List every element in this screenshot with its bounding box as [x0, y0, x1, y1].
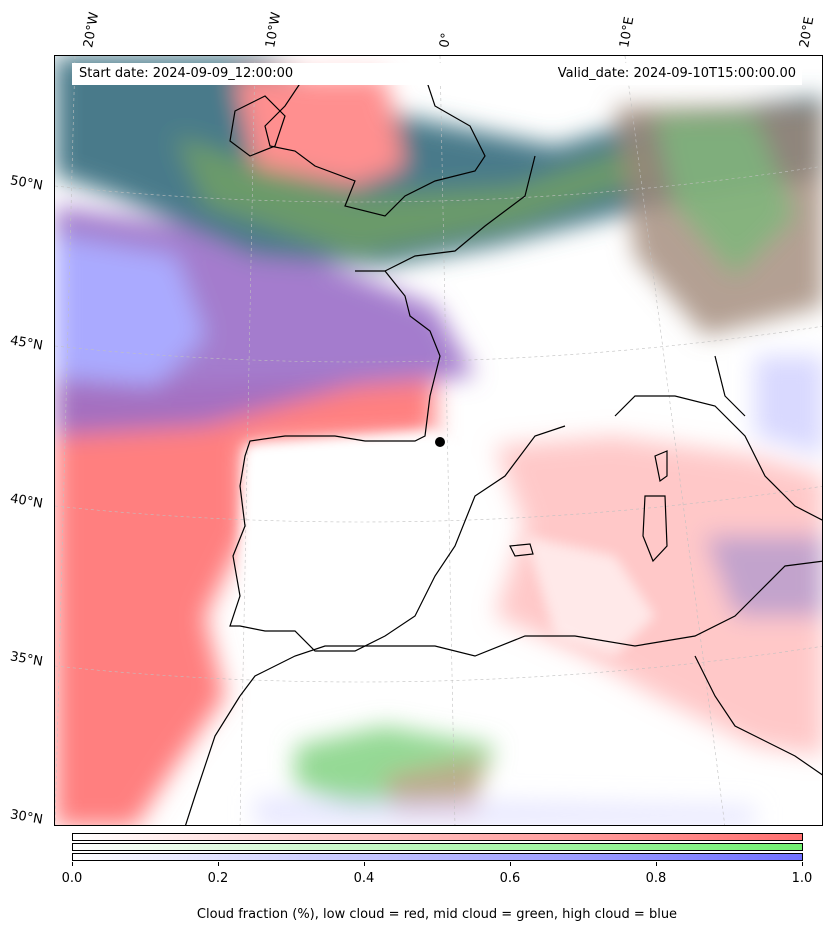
valid-date-text: Valid_date: 2024-09-10T15:00:00.00	[557, 66, 796, 81]
colorbar-high-cloud	[72, 853, 803, 861]
coastlines	[185, 75, 822, 825]
lon-label-0: 0°	[437, 31, 455, 49]
cbar-tickmark	[802, 862, 803, 866]
graticule	[55, 56, 822, 825]
lat-label-30n: 30°N	[8, 807, 44, 828]
date-banner: Start date: 2024-09-09_12:00:00 Valid_da…	[72, 63, 802, 85]
lat-label-35n: 35°N	[8, 649, 44, 670]
lon-label-10e: 10°E	[617, 15, 638, 49]
cbar-tickmark	[72, 862, 73, 866]
lat-label-45n: 45°N	[8, 333, 44, 354]
cbar-tick-label: 0.0	[61, 871, 83, 886]
cbar-tickmark	[364, 862, 365, 866]
cbar-tick-label: 0.2	[207, 871, 229, 886]
cbar-tick-label: 1.0	[791, 871, 813, 886]
lat-label-40n: 40°N	[8, 491, 44, 512]
colorbar-mid-cloud	[72, 843, 803, 851]
cbar-tickmark	[218, 862, 219, 866]
lon-label-20w: 20°W	[81, 11, 103, 50]
cbar-tickmark	[656, 862, 657, 866]
colorbar-low-cloud	[72, 833, 803, 841]
cbar-tickmark	[510, 862, 511, 866]
lat-label-50n: 50°N	[8, 173, 44, 194]
lon-label-20e: 20°E	[797, 15, 818, 49]
cloud-layer	[55, 56, 822, 825]
lon-label-10w: 10°W	[263, 11, 285, 50]
cbar-tick-label: 0.6	[499, 871, 521, 886]
map-panel	[54, 55, 823, 826]
cbar-tick-label: 0.8	[645, 871, 667, 886]
cbar-tick-label: 0.4	[353, 871, 375, 886]
start-date-text: Start date: 2024-09-09_12:00:00	[79, 66, 294, 81]
cloud-fraction-map	[55, 56, 822, 825]
location-marker	[435, 437, 445, 447]
colorbar-caption: Cloud fraction (%), low cloud = red, mid…	[196, 907, 678, 922]
